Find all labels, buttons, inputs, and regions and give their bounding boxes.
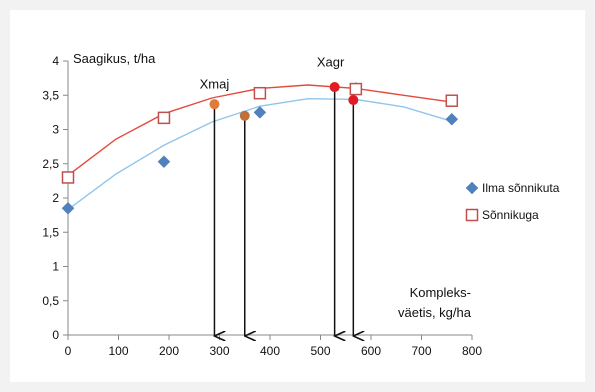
- data-point-square: [253, 86, 267, 100]
- data-point-diamond: [61, 201, 75, 215]
- x-tick-label: 800: [462, 344, 482, 358]
- x-tick-label: 700: [411, 344, 431, 358]
- optimum-point: [239, 110, 250, 121]
- y-tick-label: 1,5: [42, 225, 59, 239]
- legend-label-series-1: Ilma sõnnikuta: [482, 181, 560, 195]
- x-tick-label: 0: [65, 344, 72, 358]
- y-axis-title: Saagikus, t/ha: [73, 51, 156, 66]
- data-point-diamond: [465, 181, 479, 195]
- y-tick-label: 0: [52, 328, 59, 342]
- data-point-square: [61, 171, 75, 184]
- x-tick-label: 600: [361, 344, 381, 358]
- optimum-point: [329, 82, 340, 93]
- y-tick-label: 4: [52, 54, 59, 68]
- x-tick-label: 500: [310, 344, 330, 358]
- data-point-diamond: [157, 155, 171, 169]
- y-tick-label: 0,5: [42, 294, 59, 308]
- x-tick-label: 200: [159, 344, 179, 358]
- x-axis-title-line2: väetis, kg/ha: [398, 305, 472, 320]
- x-axis-title-line1: Kompleks-: [410, 285, 471, 300]
- data-point-diamond: [445, 112, 459, 126]
- y-tick-label: 1: [52, 260, 59, 274]
- x-tick-label: 300: [209, 344, 229, 358]
- y-tick-label: 3: [52, 123, 59, 137]
- annotation-label: Xagr: [317, 54, 345, 69]
- data-point-square: [349, 82, 363, 96]
- data-point-square: [465, 208, 479, 222]
- data-point-square: [445, 94, 459, 107]
- x-tick-label: 400: [260, 344, 280, 358]
- x-tick-label: 100: [108, 344, 128, 358]
- data-point-diamond: [253, 106, 267, 119]
- yield-chart: 0 0,5 1 1,5 2 2,5 3 3,5 4 0 100 200 300 400 500 600 700 8…: [42, 51, 560, 358]
- optimum-point: [209, 99, 220, 110]
- y-tick-label: 3,5: [42, 88, 59, 102]
- legend-label-series-2: Sõnnikuga: [482, 208, 539, 222]
- data-point-square: [157, 111, 171, 125]
- y-tick-label: 2: [52, 191, 59, 205]
- y-tick-label: 2,5: [42, 157, 59, 171]
- chart-panel: 0 0,5 1 1,5 2 2,5 3 3,5 4 0 100 200 300 400 500 600 700 8…: [10, 10, 585, 382]
- optimum-point: [348, 95, 359, 106]
- annotation-label: Xmaj: [200, 76, 230, 91]
